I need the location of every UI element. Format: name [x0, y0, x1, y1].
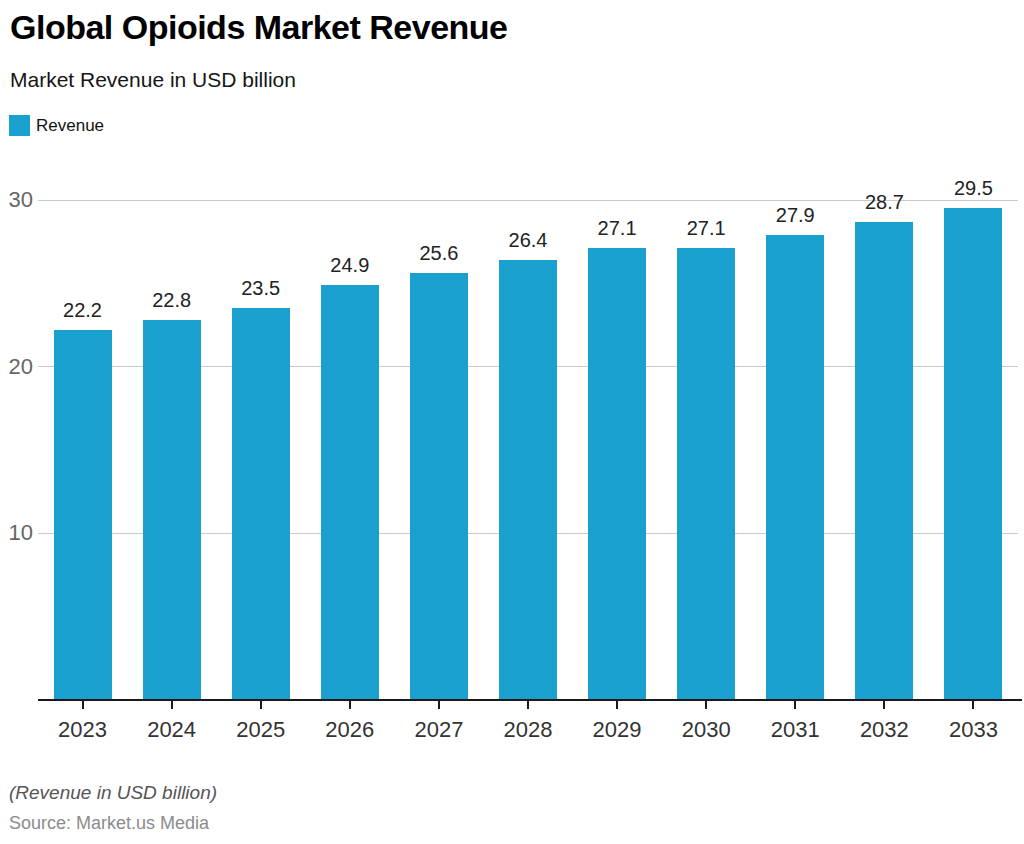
x-axis-tick-label: 2024 — [127, 718, 217, 742]
x-axis-tick-label: 2023 — [38, 718, 128, 742]
x-axis-tick-label: 2031 — [750, 718, 840, 742]
bar-2029[interactable] — [588, 248, 646, 700]
plot-area: 10203022.2202322.8202423.5202524.9202625… — [0, 0, 1024, 844]
bar-2033[interactable] — [944, 208, 1002, 700]
bar-value-label: 27.9 — [750, 203, 840, 227]
bar-2032[interactable] — [855, 222, 913, 700]
x-axis-tick — [260, 701, 262, 709]
bar-value-label: 27.1 — [661, 216, 751, 240]
bar-2023[interactable] — [54, 330, 112, 700]
x-axis-line — [38, 699, 1022, 701]
x-axis-tick — [616, 701, 618, 709]
x-axis-tick-label: 2026 — [305, 718, 395, 742]
x-axis-tick — [171, 701, 173, 709]
x-axis-tick — [349, 701, 351, 709]
bar-2030[interactable] — [677, 248, 735, 700]
x-axis-tick — [794, 701, 796, 709]
x-axis-tick — [972, 701, 974, 709]
y-axis-tick-label: 20 — [0, 356, 33, 378]
bar-value-label: 28.7 — [839, 190, 929, 214]
bar-2027[interactable] — [410, 273, 468, 700]
x-axis-tick — [82, 701, 84, 709]
x-axis-tick-label: 2029 — [572, 718, 662, 742]
x-axis-tick-label: 2027 — [394, 718, 484, 742]
y-axis-tick-label: 10 — [0, 522, 33, 544]
y-axis-tick-label: 30 — [0, 189, 33, 211]
bar-value-label: 22.2 — [38, 298, 128, 322]
source-credit: Source: Market.us Media — [9, 813, 209, 834]
x-axis-tick-label: 2033 — [928, 718, 1018, 742]
bar-value-label: 26.4 — [483, 228, 573, 252]
bar-2031[interactable] — [766, 235, 824, 700]
bar-2026[interactable] — [321, 285, 379, 700]
x-axis-tick — [527, 701, 529, 709]
bar-value-label: 23.5 — [216, 276, 306, 300]
x-axis-tick — [883, 701, 885, 709]
chart-canvas: Global Opioids Market Revenue Market Rev… — [0, 0, 1024, 844]
x-axis-tick-label: 2028 — [483, 718, 573, 742]
bar-value-label: 25.6 — [394, 241, 484, 265]
bar-2028[interactable] — [499, 260, 557, 700]
footnote: (Revenue in USD billion) — [9, 782, 217, 804]
bar-value-label: 29.5 — [928, 176, 1018, 200]
x-axis-tick — [705, 701, 707, 709]
bar-value-label: 22.8 — [127, 288, 217, 312]
x-axis-tick — [438, 701, 440, 709]
bar-value-label: 24.9 — [305, 253, 395, 277]
bar-2025[interactable] — [232, 308, 290, 700]
bar-2024[interactable] — [143, 320, 201, 700]
x-axis-tick-label: 2025 — [216, 718, 306, 742]
x-axis-tick-label: 2032 — [839, 718, 929, 742]
bar-value-label: 27.1 — [572, 216, 662, 240]
x-axis-tick-label: 2030 — [661, 718, 751, 742]
